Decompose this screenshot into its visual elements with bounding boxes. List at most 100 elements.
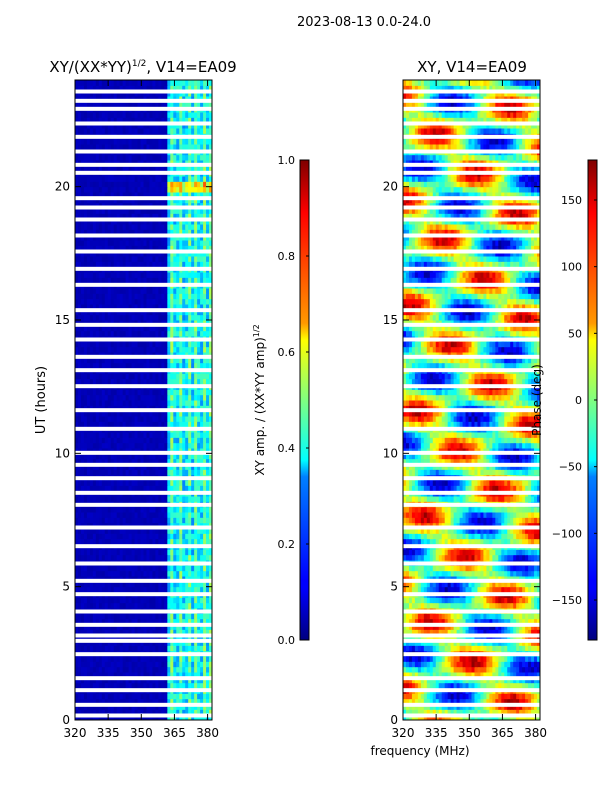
heat-cell (137, 506, 142, 513)
heat-cell (113, 394, 118, 401)
heat-cell (125, 480, 130, 486)
heat-cell (185, 693, 189, 700)
heat-cell (194, 432, 198, 438)
heat-cell (194, 704, 198, 710)
heat-cell (179, 570, 183, 577)
heat-cell (188, 277, 192, 284)
heat-cell (75, 394, 79, 401)
heat-cell (113, 378, 118, 385)
heat-cell (128, 394, 133, 401)
heat-cell (86, 656, 91, 662)
heat-cell (206, 357, 210, 364)
heat-cell (116, 314, 121, 321)
heat-cell (101, 624, 106, 630)
heat-cell (176, 245, 180, 252)
heat-cell (191, 714, 195, 721)
heat-cell (146, 234, 150, 241)
heat-cell (86, 432, 91, 438)
heat-cell (143, 565, 147, 572)
heat-cell (185, 629, 189, 636)
heat-cell (143, 325, 147, 332)
heat-cell (152, 144, 156, 150)
heat-cell (182, 613, 186, 620)
heat-cell (122, 480, 127, 486)
heat-cell (98, 512, 103, 518)
heat-cell (170, 176, 174, 182)
heat-cell (188, 346, 192, 353)
heat-cell (173, 656, 177, 662)
heat-cell (140, 661, 144, 668)
heat-cell (107, 229, 112, 236)
heat-cell (179, 400, 183, 406)
heat-cell (176, 528, 180, 534)
heat-cell (75, 432, 79, 438)
heat-cell (161, 234, 165, 241)
heat-cell (143, 250, 147, 257)
heat-cell (83, 517, 88, 524)
heat-cell (173, 629, 177, 636)
heat-cell (140, 229, 144, 236)
heat-cell (161, 154, 165, 161)
heat-cell (194, 677, 198, 684)
heat-cell (161, 661, 165, 668)
heat-cell (149, 416, 153, 422)
heat-cell (191, 645, 195, 652)
heat-cell (185, 176, 189, 182)
heat-cell (131, 261, 136, 268)
heat-cell (119, 400, 124, 406)
heat-cell (191, 432, 195, 438)
heat-cell (155, 394, 159, 401)
heat-cell (128, 581, 133, 588)
heat-cell (200, 304, 204, 310)
heat-cell (122, 330, 127, 337)
heat-cell (86, 240, 91, 246)
heat-cell (80, 506, 85, 513)
heat-cell (179, 298, 183, 305)
heat-cell (131, 629, 136, 636)
heat-cell (75, 458, 79, 465)
heat-cell (77, 549, 82, 556)
heat-cell (122, 432, 127, 438)
heat-cell (77, 378, 82, 385)
heat-cell (167, 410, 171, 417)
heat-cell (125, 154, 130, 161)
heat-cell (176, 421, 180, 428)
heat-cell (119, 154, 124, 161)
heat-cell (140, 618, 144, 625)
heat-cell (164, 234, 168, 241)
heat-cell (209, 485, 213, 492)
heat-cell (161, 288, 165, 294)
heat-cell (92, 704, 97, 710)
heat-cell (98, 528, 103, 534)
heat-cell (131, 341, 136, 348)
heat-cell (209, 416, 213, 422)
heat-cell (197, 581, 201, 588)
heat-cell (170, 682, 174, 689)
heat-cell (155, 538, 159, 545)
heat-cell (203, 256, 207, 262)
heat-cell (125, 714, 130, 721)
heat-cell (176, 256, 180, 262)
heat-cell (137, 192, 142, 198)
heat-cell (209, 288, 213, 294)
heat-cell (176, 341, 180, 348)
heat-cell (158, 416, 162, 422)
heat-cell (164, 453, 168, 460)
heat-cell (122, 197, 127, 204)
heat-cell (158, 656, 162, 662)
heat-cell (134, 389, 139, 396)
heat-cell (209, 298, 213, 305)
heat-cell (131, 538, 136, 545)
heat-cell (146, 634, 150, 641)
heat-cell (122, 378, 127, 385)
heat-cell (143, 293, 147, 300)
heat-cell (146, 437, 150, 444)
heat-cell (146, 181, 150, 188)
heat-cell (173, 453, 177, 460)
heat-cell (161, 309, 165, 316)
heat-cell (143, 485, 147, 492)
heat-cell (146, 602, 150, 609)
heat-cell (149, 464, 153, 470)
heat-cell (155, 714, 159, 721)
heat-cell (152, 394, 156, 401)
